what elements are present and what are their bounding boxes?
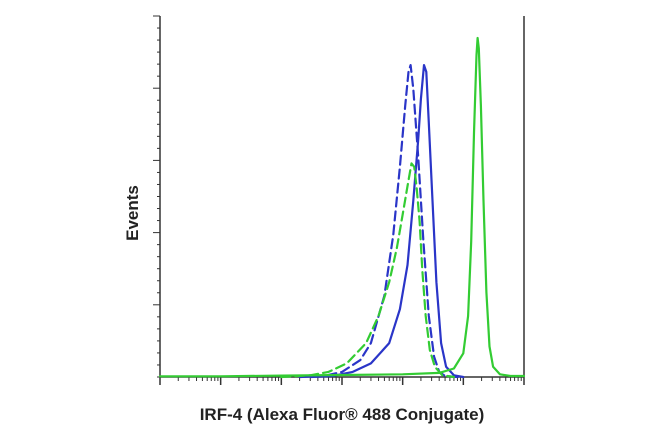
plot-axes: [153, 15, 525, 385]
series-line-2: [309, 63, 465, 379]
x-axis-label: IRF-4 (Alexa Fluor® 488 Conjugate): [200, 405, 485, 424]
series-line-4: [158, 36, 526, 378]
series-line-3: [280, 162, 455, 379]
series-layer: [158, 36, 526, 379]
y-axis-label: Events: [123, 185, 142, 241]
series-line-1: [298, 63, 459, 379]
